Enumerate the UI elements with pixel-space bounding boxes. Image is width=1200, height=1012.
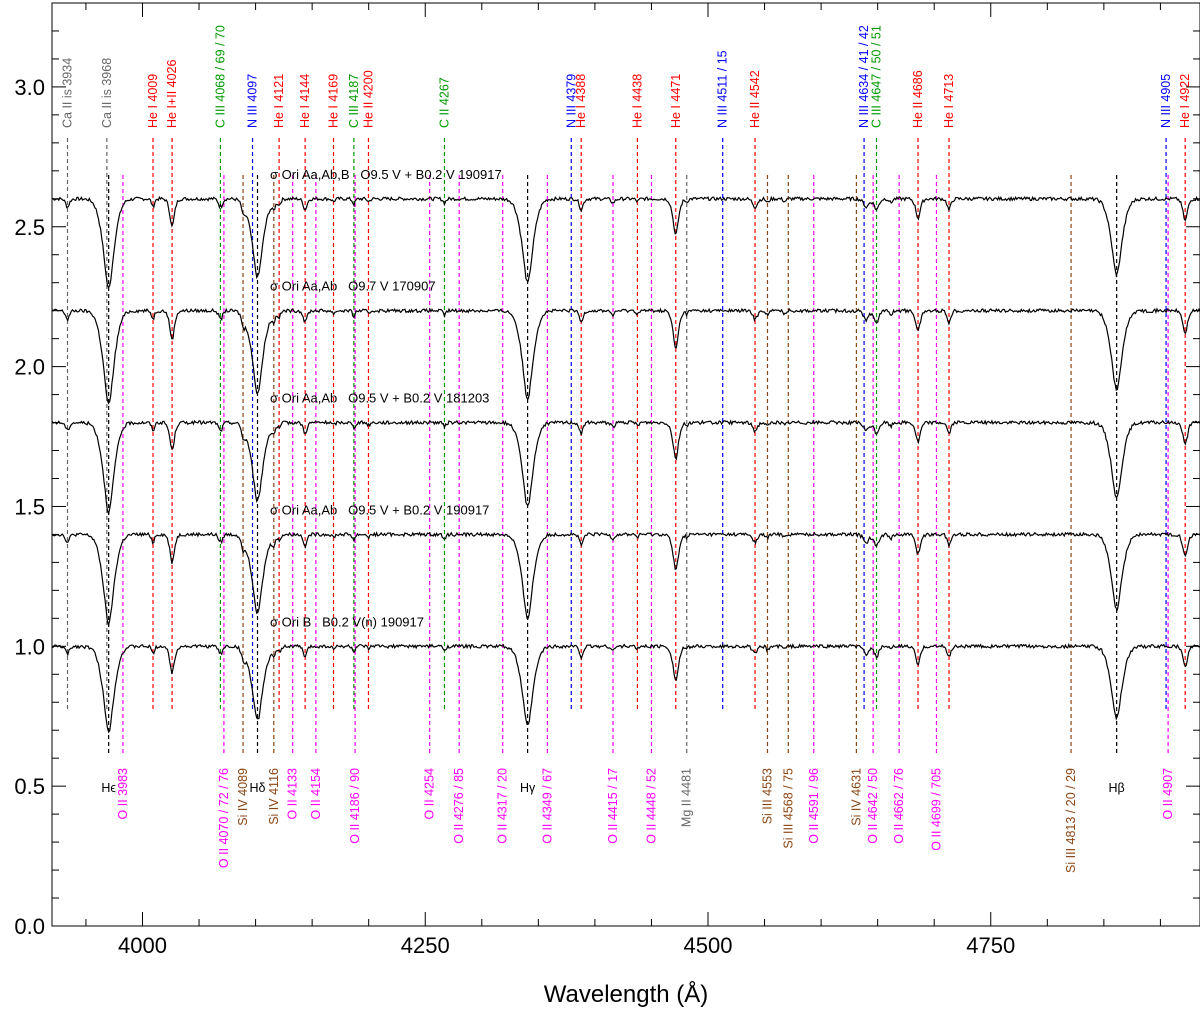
bottom-line-label-15: O II 4448 / 52	[644, 768, 658, 844]
x-tick-label-3: 4750	[966, 933, 1015, 958]
top-line-label-9: C III 4187	[347, 74, 361, 128]
spectrum-label-layer: σ Ori Aa,Ab,B O9.5 V + B0.2 V 190917 σ Or…	[270, 167, 502, 630]
bottom-line-label-12: Hγ	[520, 781, 536, 795]
top-line-label-10: He II 4200	[361, 70, 375, 128]
bottom-line-label-14: O II 4415 / 17	[606, 768, 620, 844]
y-tick-label-5: 2.5	[14, 215, 45, 240]
bottom-line-label-10: O II 4276 / 85	[452, 768, 466, 844]
bottom-line-label-23: O II 4699 / 705	[929, 768, 943, 851]
bottom-line-label-20: Si IV 4631	[849, 768, 863, 826]
top-line-label-8: He I 4169	[327, 74, 341, 128]
y-tick-label-1: 0.5	[14, 774, 45, 799]
bottom-line-label-22: O II 4662 / 76	[892, 768, 906, 844]
bottom-line-label-21: O II 4642 / 50	[866, 768, 880, 844]
spectrum-label-0: σ Ori Aa,Ab,B O9.5 V + B0.2 V 190917	[270, 167, 502, 182]
x-axis-title: Wavelength (Å)	[544, 980, 709, 1008]
bottom-line-label-layer: Hϵ O II 3983 O II 4070 / 72 / 76 Si IV 4089…	[101, 768, 1175, 873]
spectrum-label-3: σ Ori Aa,Ab O9.5 V + B0.2 V 190917	[270, 502, 489, 517]
bottom-line-label-9: O II 4254	[423, 768, 437, 819]
bottom-line-label-4: Hδ	[250, 781, 266, 795]
bottom-line-label-8: O II 4186 / 90	[348, 768, 362, 844]
bottom-line-label-16: Mg II 4481	[680, 768, 694, 827]
top-line-label-17: He II 4542	[748, 70, 762, 128]
plot-frame	[51, 2, 1200, 927]
bottom-line-label-0: Hϵ	[101, 781, 116, 795]
bottom-line-label-1: O II 3983	[116, 768, 130, 819]
bottom-line-label-18: Si III 4568 / 75	[781, 768, 795, 849]
top-line-label-3: He I+II 4026	[165, 60, 179, 128]
bottom-line-label-11: O II 4317 / 20	[496, 768, 510, 844]
spectrum-label-2: σ Ori Aa,Ab O9.5 V + B0.2 V 181203	[270, 391, 489, 406]
y-tick-label-6: 3.0	[14, 75, 45, 100]
x-tick-label-1: 4250	[401, 933, 450, 958]
top-line-label-6: He I 4121	[272, 74, 286, 128]
spectrum-line-4	[51, 642, 1200, 734]
top-line-label-21: He I 4713	[942, 74, 956, 128]
top-line-label-1: Ca II is 3968	[100, 58, 114, 128]
top-line-label-23: He I 4922	[1178, 74, 1192, 128]
top-line-label-5: N III 4097	[246, 74, 260, 128]
spectra-layer	[51, 195, 1200, 734]
top-line-label-0: Ca II is 3934	[60, 58, 74, 128]
bottom-line-label-26: O II 4907	[1161, 768, 1175, 819]
top-line-label-20: He II 4686	[911, 70, 925, 128]
top-line-label-12: N III 4379	[564, 74, 578, 128]
bottom-line-label-24: Si III 4813 / 20 / 29	[1064, 768, 1078, 873]
spectrum-line-0	[51, 195, 1200, 289]
top-line-label-11: C II 4267	[437, 77, 451, 128]
bottom-line-label-2: O II 4070 / 72 / 76	[217, 768, 231, 868]
bottom-line-label-19: O II 4591 / 96	[807, 768, 821, 844]
y-tick-label-3: 1.5	[14, 494, 45, 519]
top-line-label-16: N III 4511 / 15	[716, 50, 730, 128]
top-line-label-15: He I 4471	[669, 74, 683, 128]
top-line-label-7: He I 4144	[298, 74, 312, 128]
spectrum-line-3	[51, 531, 1200, 628]
bottom-line-label-5: Si IV 4116	[267, 768, 281, 825]
bottom-line-label-25: Hβ	[1109, 781, 1125, 795]
spectrum-label-4: σ Ori B B0.2 V(n) 190917	[270, 614, 424, 629]
top-line-label-19: C III 4647 / 50 / 51	[870, 25, 884, 128]
top-line-label-14: He I 4438	[630, 74, 644, 128]
y-tick-label-0: 0.0	[14, 914, 45, 939]
top-line-label-13: He I 4388	[574, 74, 588, 128]
top-line-label-4: C III 4068 / 69 / 70	[213, 25, 227, 128]
line-marker-layer	[66, 138, 1186, 756]
top-line-label-2: He I 4009	[146, 74, 160, 128]
bottom-line-label-3: Si IV 4089	[236, 768, 250, 826]
x-tick-label-2: 4500	[684, 933, 733, 958]
y-tick-label-4: 2.0	[14, 355, 45, 380]
bottom-line-label-17: Si III 4553	[760, 768, 774, 824]
spectrum-line-1	[51, 307, 1200, 405]
x-tick-label-0: 4000	[118, 933, 167, 958]
spectrum-label-1: σ Ori Aa,Ab O9.7 V 170907	[270, 279, 436, 294]
bottom-line-label-7: O II 4154	[309, 768, 323, 819]
top-line-label-22: N III 4905	[1159, 74, 1173, 128]
top-line-label-layer: Ca II is 3934 Ca II is 3968 He I 4009 He I+…	[60, 25, 1192, 128]
y-tick-label-2: 1.0	[14, 634, 45, 659]
spectrum-line-2	[51, 419, 1200, 516]
bottom-line-label-6: O II 4133	[286, 768, 300, 819]
top-line-label-18: N III 4634 / 41 / 42	[857, 25, 871, 128]
axis-layer: 4000 4250 4500 4750 0.0 0.5 1.0 1.5 2.0 2.5 3.0	[14, 3, 1200, 958]
bottom-line-label-13: O II 4349 / 67	[540, 768, 554, 844]
